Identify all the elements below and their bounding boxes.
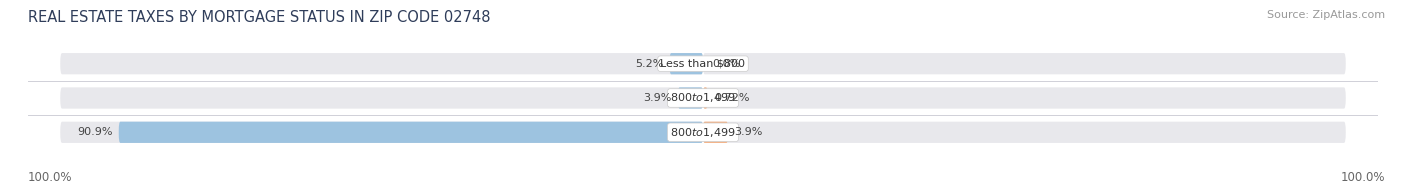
Text: 100.0%: 100.0% — [28, 171, 73, 184]
FancyBboxPatch shape — [703, 53, 1346, 74]
Text: 3.9%: 3.9% — [734, 127, 763, 137]
Text: 3.9%: 3.9% — [643, 93, 672, 103]
FancyBboxPatch shape — [703, 87, 707, 109]
FancyBboxPatch shape — [703, 122, 728, 143]
FancyBboxPatch shape — [703, 87, 1346, 109]
FancyBboxPatch shape — [669, 53, 703, 74]
FancyBboxPatch shape — [703, 122, 1346, 143]
Text: 0.0%: 0.0% — [713, 59, 741, 69]
Text: Source: ZipAtlas.com: Source: ZipAtlas.com — [1267, 10, 1385, 20]
Text: 5.2%: 5.2% — [634, 59, 664, 69]
Text: Less than $800: Less than $800 — [661, 59, 745, 69]
FancyBboxPatch shape — [60, 53, 703, 74]
Text: 100.0%: 100.0% — [1340, 171, 1385, 184]
Text: 90.9%: 90.9% — [77, 127, 112, 137]
Text: $800 to $1,499: $800 to $1,499 — [671, 92, 735, 104]
Text: $800 to $1,499: $800 to $1,499 — [671, 126, 735, 139]
FancyBboxPatch shape — [60, 87, 703, 109]
FancyBboxPatch shape — [118, 122, 703, 143]
Text: REAL ESTATE TAXES BY MORTGAGE STATUS IN ZIP CODE 02748: REAL ESTATE TAXES BY MORTGAGE STATUS IN … — [28, 10, 491, 25]
FancyBboxPatch shape — [678, 87, 703, 109]
Text: 0.72%: 0.72% — [714, 93, 749, 103]
FancyBboxPatch shape — [60, 122, 703, 143]
